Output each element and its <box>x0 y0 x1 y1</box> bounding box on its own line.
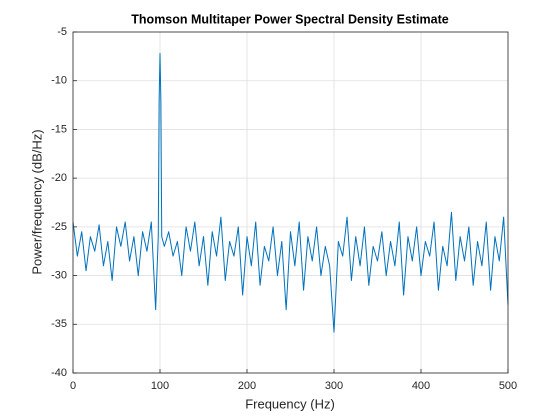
y-tick-label: -40 <box>51 367 67 379</box>
y-tick-label: -15 <box>51 123 67 135</box>
y-tick-label: -5 <box>57 26 67 38</box>
y-tick-label: -10 <box>51 75 67 87</box>
y-tick-label: -35 <box>51 318 67 330</box>
x-axis-label: Frequency (Hz) <box>245 396 335 411</box>
ticks: 0 100 200 300 400 500 -40 -35 -30 -25 -20 -15 -10 -5 <box>51 26 517 392</box>
x-tick-label: 0 <box>70 380 76 392</box>
x-tick-label: 400 <box>412 380 430 392</box>
y-tick-label: -30 <box>51 269 67 281</box>
x-tick-label: 100 <box>151 380 169 392</box>
psd-line <box>72 52 509 333</box>
x-tick-label: 200 <box>238 380 256 392</box>
y-tick-label: -20 <box>51 172 67 184</box>
x-tick-label: 300 <box>325 380 343 392</box>
x-tick-label: 500 <box>499 380 517 392</box>
y-axis-label: Power/frequency (dB/Hz) <box>29 129 44 274</box>
chart-title: Thomson Multitaper Power Spectral Densit… <box>131 12 448 26</box>
y-tick-label: -25 <box>51 221 67 233</box>
axes-box <box>72 31 509 374</box>
plot <box>72 52 509 333</box>
